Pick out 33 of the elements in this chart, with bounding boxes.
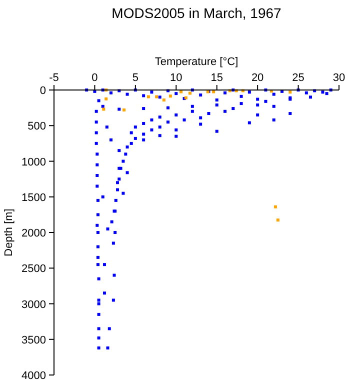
y-tick-label: 4000 (22, 370, 46, 382)
y-tick-label: 500 (28, 120, 46, 133)
x-tick-label: 10 (170, 72, 182, 84)
x-tick-label: -5 (49, 72, 59, 84)
point (180, 90, 183, 94)
point (288, 90, 292, 94)
y-tick-label: 1000 (22, 156, 46, 168)
x-tick-label: 25 (292, 72, 304, 84)
x-tick-label: 30 (332, 72, 346, 84)
point (188, 92, 192, 95)
x-tick-label: 15 (210, 72, 223, 84)
point (168, 94, 172, 98)
x-tick-label: 0 (92, 72, 98, 84)
point (212, 90, 216, 94)
y-tick-label: 2500 (22, 263, 46, 276)
y-axis-title: Depth [m] (3, 208, 15, 256)
y-tick-label: 2000 (22, 228, 46, 240)
chart-title: MODS2005 in March, 1967 (112, 5, 282, 21)
point (104, 97, 108, 100)
point (155, 95, 158, 98)
point (102, 108, 106, 111)
y-tick-label: 1500 (22, 192, 46, 204)
y-tick-label: 3500 (22, 334, 46, 346)
x-axis-title: Temperature [°C] (154, 56, 238, 68)
x-tick-label: 5 (132, 72, 138, 84)
point (274, 205, 277, 208)
point (162, 98, 166, 102)
point (146, 95, 150, 98)
x-tick-label: 20 (251, 72, 264, 84)
point (276, 218, 280, 222)
point (122, 108, 126, 112)
y-tick-label: 3000 (22, 298, 46, 311)
y-tick-label: 0 (40, 85, 46, 97)
